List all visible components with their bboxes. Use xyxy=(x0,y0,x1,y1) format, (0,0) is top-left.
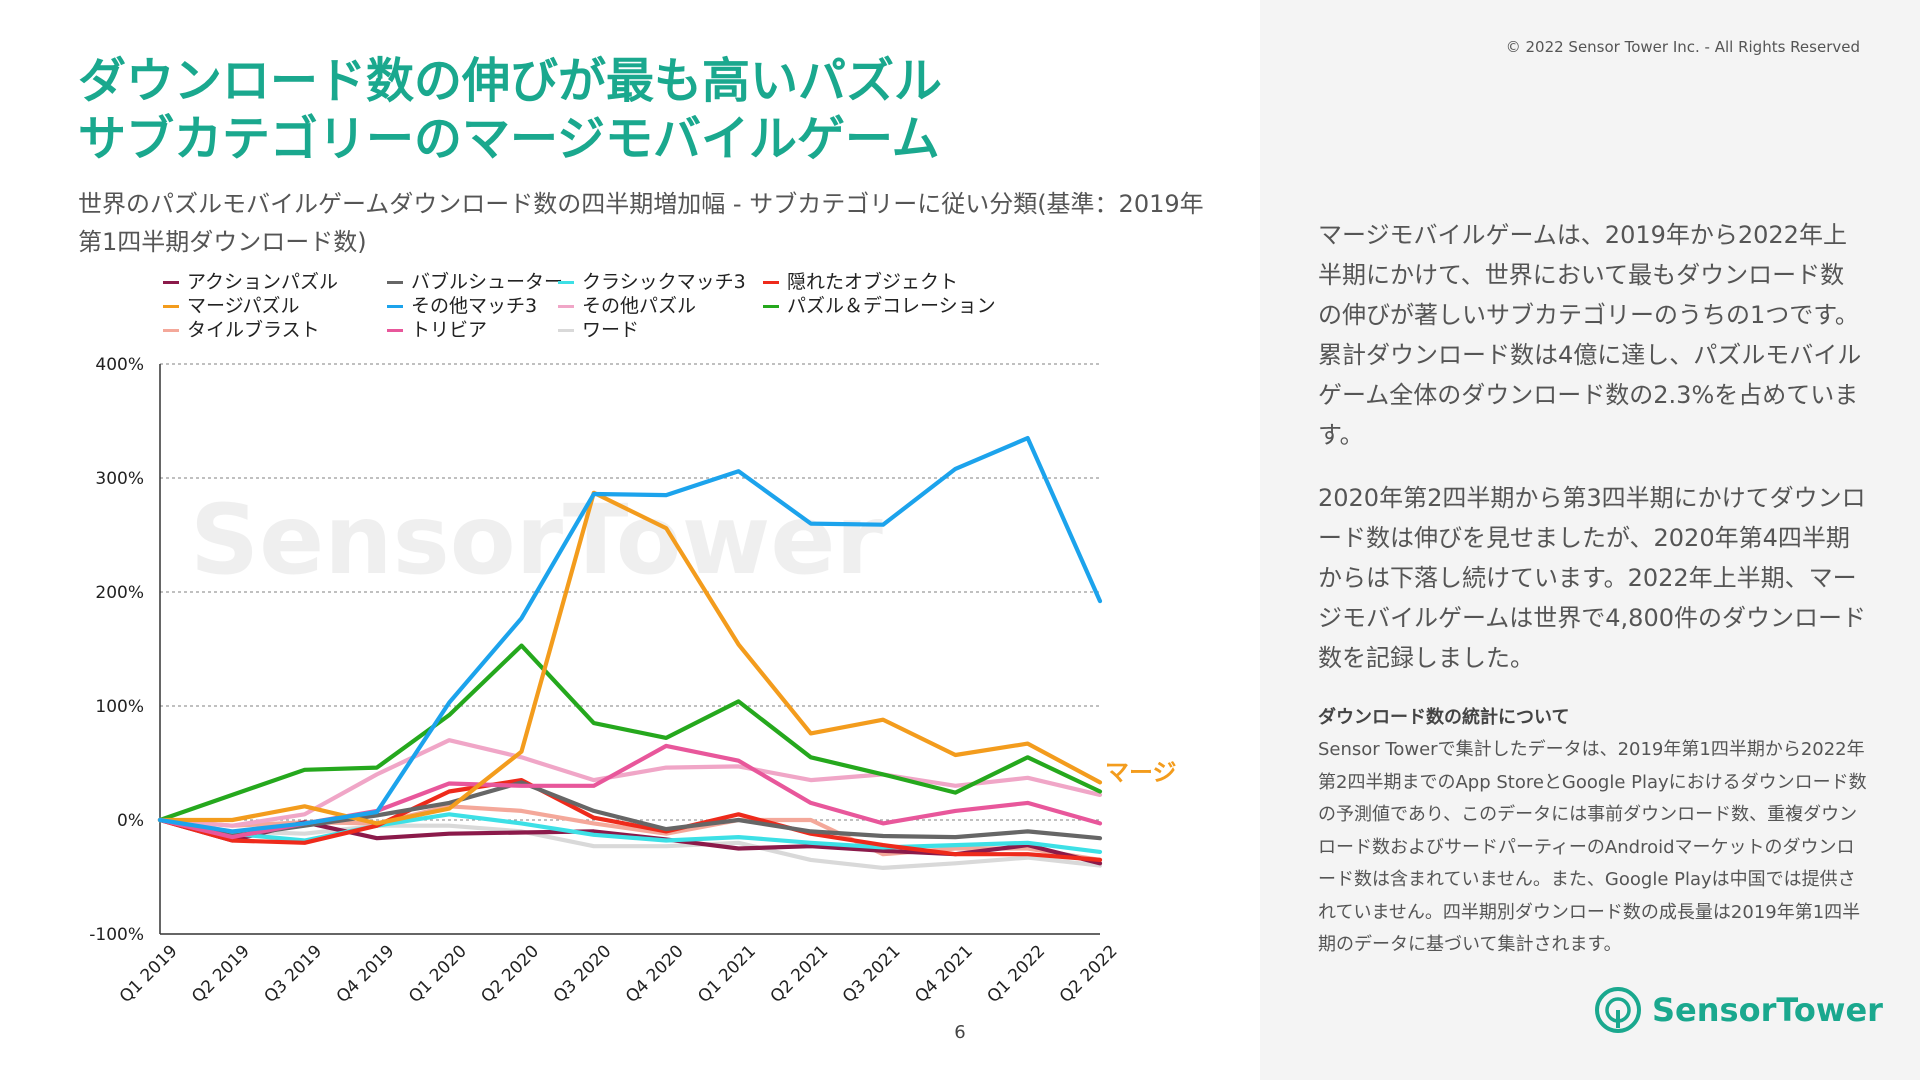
x-tick-label: Q2 2019 xyxy=(188,941,254,1007)
series-line xyxy=(157,643,1103,823)
note-body: Sensor Towerで集計したデータは、2019年第1四半期から2022年第… xyxy=(1318,739,1867,955)
chart-subtitle: 世界のパズルモバイルゲームダウンロード数の四半期増加幅 - サブカテゴリーに従い… xyxy=(78,190,1204,256)
x-tick-label: Q1 2020 xyxy=(405,941,471,1007)
legend-label: その他パズル xyxy=(582,295,697,317)
x-tick-label: Q3 2019 xyxy=(260,941,326,1007)
sensortower-logo: SensorTower xyxy=(1594,984,1883,1036)
y-tick-label: 0% xyxy=(117,811,144,831)
legend-item: アクションパズル xyxy=(163,270,338,294)
series-line xyxy=(157,490,1103,826)
legend-swatch xyxy=(558,305,574,308)
legend-item: パズル＆デコレーション xyxy=(763,294,996,318)
legend-item: トリビア xyxy=(387,318,487,342)
legend-label: パズル＆デコレーション xyxy=(787,295,996,317)
copyright-notice: © 2022 Sensor Tower Inc. - All Rights Re… xyxy=(1505,38,1860,56)
y-tick-label: 200% xyxy=(95,583,144,603)
legend-label: バブルシューター xyxy=(411,271,564,293)
chart-panel: ダウンロード数の伸びが最も高いパズル サブカテゴリーのマージモバイルゲーム 世界… xyxy=(78,52,1228,1043)
legend-swatch xyxy=(387,329,403,332)
title-line-1: ダウンロード数の伸びが最も高いパズル xyxy=(78,53,943,109)
x-tick-label: Q1 2021 xyxy=(694,941,760,1007)
legend-item: 隠れたオブジェクト xyxy=(763,270,958,294)
x-tick-label: Q3 2021 xyxy=(839,941,905,1007)
x-tick-label: Q4 2019 xyxy=(333,941,399,1007)
y-tick-label: 400% xyxy=(95,355,144,375)
legend-label: ワード xyxy=(582,319,640,341)
legend-item: その他パズル xyxy=(558,294,696,318)
merge-annotation: マージ xyxy=(1105,758,1177,786)
y-tick-label: 300% xyxy=(95,469,144,489)
legend-swatch xyxy=(163,305,179,308)
page-number: 6 xyxy=(954,1022,966,1043)
sidebar-panel xyxy=(1260,0,1920,1080)
x-tick-label: Q4 2021 xyxy=(911,941,977,1007)
legend-item: その他マッチ3 xyxy=(387,294,537,318)
legend-label: その他マッチ3 xyxy=(411,295,538,317)
x-tick-label: Q1 2022 xyxy=(984,941,1050,1007)
note-title: ダウンロード数の統計について xyxy=(1318,707,1570,728)
legend-swatch xyxy=(763,305,779,308)
x-tick-label: Q2 2020 xyxy=(477,941,543,1007)
x-tick-label: Q3 2020 xyxy=(550,941,616,1007)
x-tick-label: Q2 2021 xyxy=(767,941,833,1007)
x-tick-label: Q1 2019 xyxy=(116,941,182,1007)
legend-swatch xyxy=(163,281,179,284)
legend-label: タイルブラスト xyxy=(187,319,320,341)
legend-item: タイルブラスト xyxy=(163,318,320,342)
legend-swatch xyxy=(558,329,574,332)
legend-swatch xyxy=(558,281,574,284)
logo-text: SensorTower xyxy=(1652,991,1883,1029)
y-tick-label: -100% xyxy=(89,925,144,945)
legend-swatch xyxy=(163,329,179,332)
legend-swatch xyxy=(387,305,403,308)
legend-label: 隠れたオブジェクト xyxy=(787,271,959,293)
line-chart: -100%0%100%200%300%400%Q1 2019 Q2 2019 Q3 … xyxy=(89,355,1177,1007)
title-line-2: サブカテゴリーのマージモバイルゲーム xyxy=(78,111,940,167)
y-tick-label: 100% xyxy=(95,697,144,717)
legend-label: トリビア xyxy=(411,319,488,341)
sensortower-logo-icon xyxy=(1595,987,1641,1033)
x-tick-label: Q4 2020 xyxy=(622,941,688,1007)
summary-paragraph-2: 2020年第2四半期から第3四半期にかけてダウンロード数は伸びを見せましたが、2… xyxy=(1318,484,1866,672)
legend-item: クラシックマッチ3 xyxy=(558,270,746,294)
legend-swatch xyxy=(387,281,403,284)
summary-paragraph-1: マージモバイルゲームは、2019年から2022年上半期にかけて、世界において最も… xyxy=(1318,221,1862,449)
legend-item: バブルシューター xyxy=(387,270,563,294)
legend-item: マージパズル xyxy=(163,294,299,318)
legend-label: アクションパズル xyxy=(187,271,339,293)
legend-label: クラシックマッチ3 xyxy=(582,271,746,293)
page-title: ダウンロード数の伸びが最も高いパズル サブカテゴリーのマージモバイルゲーム xyxy=(78,52,1228,168)
series-line xyxy=(157,777,1103,863)
legend-label: マージパズル xyxy=(187,295,300,317)
x-tick-label: Q2 2022 xyxy=(1056,941,1122,1007)
series-line xyxy=(157,436,1103,834)
legend-swatch xyxy=(763,281,779,284)
series-line xyxy=(157,780,1103,841)
legend-item: ワード xyxy=(558,318,639,342)
series-line xyxy=(157,817,1103,871)
